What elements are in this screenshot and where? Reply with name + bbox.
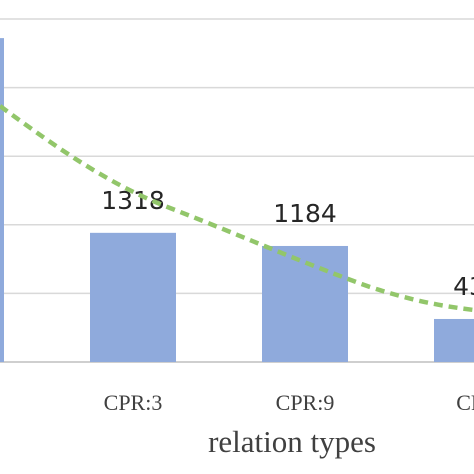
x-tick-label: CPR [456,390,474,415]
bar [0,38,4,363]
x-axis-title: relation types [208,424,376,459]
data-label: 1184 [273,199,337,228]
x-tick-label: CPR:9 [276,390,335,415]
x-tick-label: CPR:3 [104,390,163,415]
bar [262,245,348,362]
bar [90,232,176,362]
trendline [0,104,474,313]
bar [434,318,474,362]
data-label: 439 [453,272,474,301]
